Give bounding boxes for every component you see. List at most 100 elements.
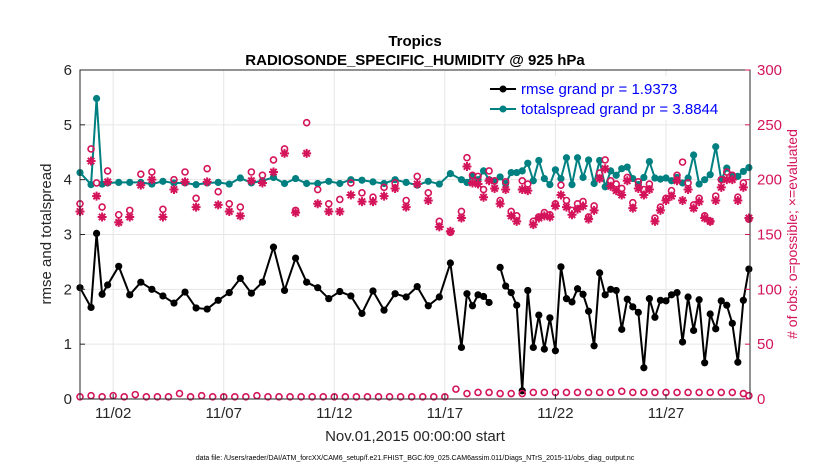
x-axis-label: Nov.01,2015 00:00:00 start [325,428,506,445]
obs-evaluated-point [268,167,278,177]
rmse-point [507,289,515,297]
obs-possible-point [573,388,582,397]
rmse-point [474,291,482,299]
obs-possible-point [452,385,460,393]
rmse-point [126,291,134,299]
obs-evaluated-point [661,196,671,206]
rmse-point [192,304,200,312]
rmse-point [391,290,399,298]
obs-possible-point [308,393,316,401]
rmse-series [76,229,753,395]
obs-possible-point [258,171,267,180]
totalspread-point [590,179,598,188]
obs-evaluated-point [302,148,312,158]
totalspread-point [126,178,134,187]
obs-possible-point [159,205,167,214]
obs-possible-point [302,118,311,127]
rmse-point [479,292,488,301]
obs-evaluated-point [550,201,560,211]
obs-possible-point [98,203,106,211]
obs-evaluated-point [738,182,748,192]
rmse-point [562,295,571,303]
obs-possible-point [540,388,549,397]
y-tick-label-right: 300 [757,62,782,79]
y-tick-label-left: 2 [64,281,72,298]
totalspread-point [369,178,377,186]
chart-subtitle: RADIOSONDE_SPECIFIC_HUMIDITY @ 925 hPa [245,52,585,69]
rmse-point [695,296,703,304]
obs-evaluated-point [683,185,693,195]
totalspread-point [496,173,504,181]
obs-evaluated-point [280,148,290,158]
obs-evaluated-point [501,185,511,195]
obs-evaluated-point [722,175,732,185]
totalspread-point [446,170,454,178]
totalspread-point [269,173,278,182]
obs-possible-point [336,195,344,204]
totalspread-point [303,179,311,188]
obs-evaluated-point [650,216,660,226]
rmse-point [468,302,477,310]
series-layer [75,94,754,401]
rmse-point [645,295,653,303]
legend-box [470,76,740,120]
rmse-point [203,305,211,313]
obs-possible-point [142,393,151,401]
totalspread-point [214,178,222,187]
totalspread-point [690,151,698,159]
totalspread-point [92,94,101,103]
obs-possible-point [429,393,438,401]
obs-possible-point [98,393,106,401]
rmse-point [590,342,598,350]
obs-evaluated-point [147,175,157,185]
totalspread-point [518,167,526,175]
rmse-point [651,313,659,321]
obs-possible-point [374,393,383,401]
obs-evaluated-point [412,179,422,189]
obs-evaluated-point [506,211,516,221]
y-tick-label-left: 5 [64,117,72,134]
obs-possible-point [684,388,692,397]
obs-possible-point [247,168,256,176]
obs-evaluated-point [158,212,168,222]
rmse-point [568,298,576,306]
rmse-point [678,338,687,346]
rmse-point [640,364,648,372]
y-tick-label-left: 3 [64,227,72,244]
obs-possible-point [601,156,609,164]
rmse-point [413,282,421,291]
obs-possible-point [463,153,471,162]
obs-series-3 [75,148,754,236]
obs-possible-point [92,179,101,187]
obs-evaluated-point [246,176,256,186]
totalspread-point [336,179,344,188]
x-tick-label: 11/22 [537,405,573,422]
obs-possible-point [651,388,659,397]
obs-evaluated-point [744,213,754,223]
obs-evaluated-point [600,164,610,174]
obs-possible-point [678,158,687,166]
legend-rmse-marker [499,85,507,93]
rmse-point [690,326,698,335]
obs-possible-point [236,203,245,211]
obs-possible-point [186,393,195,401]
obs-evaluated-point [479,192,489,202]
rmse-point [485,298,493,307]
obs-possible-point [413,172,422,181]
totalspread-point [551,166,560,174]
rmse-point [225,289,233,297]
totalspread-point [667,177,676,185]
obs-possible-point [441,393,449,401]
obs-evaluated-point [655,205,665,215]
obs-possible-point [114,210,123,219]
y-tick-label-left: 1 [64,336,72,353]
rmse-point [656,296,665,304]
totalspread-point [280,179,289,188]
obs-evaluated-point [633,183,643,193]
totalspread-point [236,174,244,182]
rmse-point [358,309,366,318]
obs-possible-point [407,393,416,401]
y-tick-label-right: 150 [757,227,782,244]
obs-evaluated-point [335,206,345,216]
x-tick-label: 11/17 [427,405,463,422]
